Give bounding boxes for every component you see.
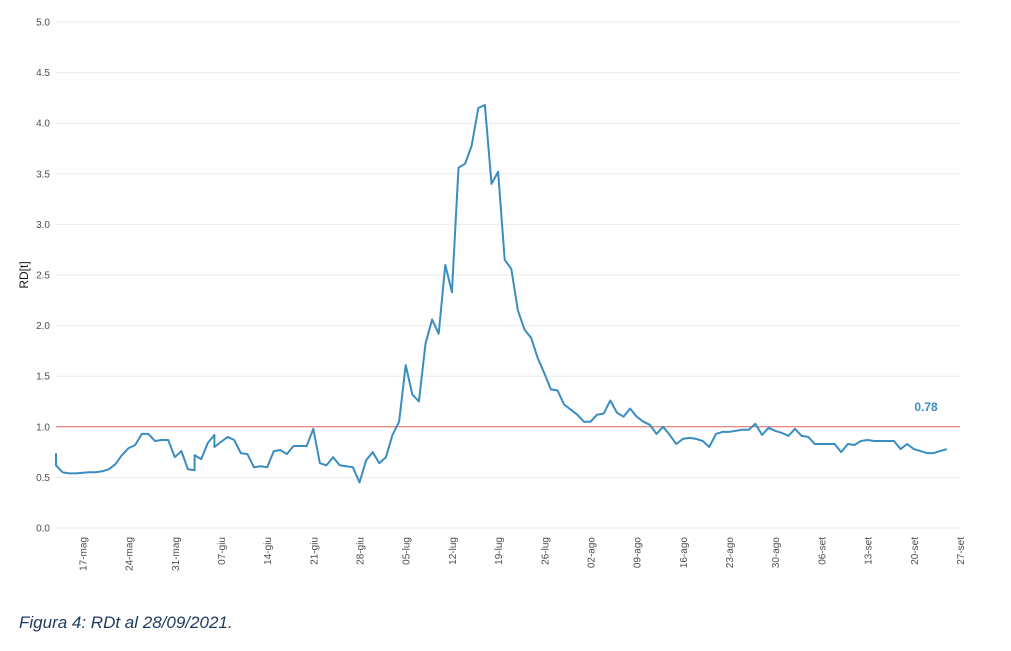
x-tick-label: 23-ago (725, 537, 736, 569)
rdt-series-line (55, 104, 948, 484)
y-tick-label: 1.0 (36, 422, 50, 433)
x-tick-label: 14-giu (263, 537, 274, 565)
y-tick-label: 4.0 (36, 119, 50, 130)
x-tick-label: 12-lug (448, 537, 459, 565)
x-tick-label: 28-giu (356, 537, 367, 565)
x-tick-label: 02-ago (586, 537, 597, 569)
figure-caption: Figura 4: RDt al 28/09/2021. (19, 613, 233, 632)
y-tick-label: 1.5 (36, 372, 50, 383)
x-tick-label: 06-set (817, 537, 828, 565)
y-tick-label: 2.5 (36, 271, 50, 282)
x-tick-label: 05-lug (402, 537, 413, 565)
x-tick-label: 13-set (864, 537, 875, 565)
x-tick-label: 26-lug (540, 537, 551, 565)
y-tick-label: 0.5 (36, 473, 50, 484)
x-tick-label: 07-giu (217, 537, 228, 565)
y-tick-label: 5.0 (36, 18, 50, 29)
x-tick-label: 30-ago (771, 537, 782, 569)
x-tick-label: 31-mag (171, 537, 182, 571)
x-tick-label: 21-giu (309, 537, 320, 565)
x-tick-label: 24-mag (125, 537, 136, 571)
x-tick-label: 27-set (956, 537, 967, 565)
last-value-label: 0.78 (914, 400, 938, 414)
y-tick-label: 3.5 (36, 169, 50, 180)
y-tick-label: 3.0 (36, 220, 50, 231)
y-axis-label: RD[t] (17, 261, 31, 288)
x-tick-labels: 17-mag 24-mag 31-mag 07-giu 14-giu 21-giu 28-g… (78, 537, 967, 571)
x-tick-label: 19-lug (494, 537, 505, 565)
rdt-line-chart: 0.0 0.5 1.0 1.5 2.0 2.5 3.0 3.5 4.0 4.5 5.0 17-mag… (17, 18, 967, 571)
x-tick-label: 09-ago (633, 537, 644, 569)
y-gridlines (56, 21, 960, 529)
y-tick-label: 4.5 (36, 68, 50, 79)
y-tick-labels: 0.0 0.5 1.0 1.5 2.0 2.5 3.0 3.5 4.0 4.5 5.0 (36, 18, 50, 535)
x-tick-label: 16-ago (679, 537, 690, 569)
y-tick-label: 2.0 (36, 321, 50, 332)
x-tick-label: 20-set (910, 537, 921, 565)
x-tick-label: 17-mag (78, 537, 89, 571)
y-tick-label: 0.0 (36, 524, 50, 535)
